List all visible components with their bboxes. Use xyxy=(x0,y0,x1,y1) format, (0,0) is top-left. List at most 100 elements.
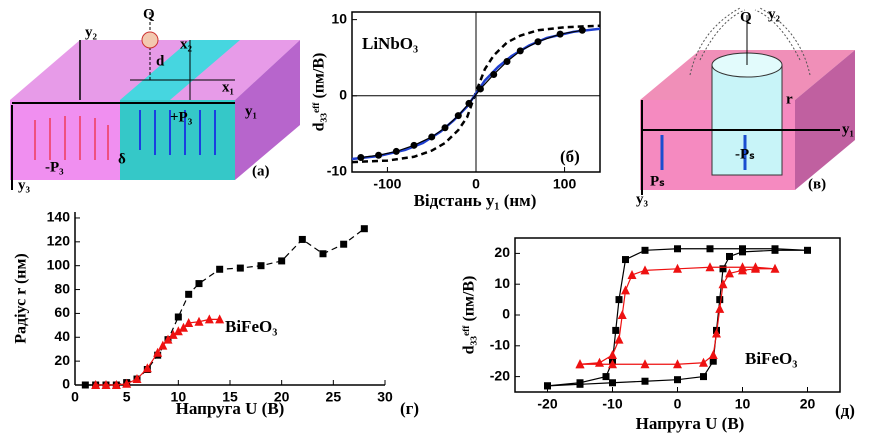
x-tick-label: -100 xyxy=(373,176,401,192)
marker xyxy=(579,27,586,34)
label: δ xyxy=(118,151,126,167)
diagram-v: y₂ Q r y₁ Pₛ -Pₛ y₃ (в) xyxy=(636,6,855,207)
annotation: LiNbO₃ xyxy=(362,34,418,53)
label: x₁ xyxy=(222,79,234,95)
label: y₂ xyxy=(85,24,98,40)
marker xyxy=(726,253,733,260)
marker xyxy=(622,256,629,263)
marker xyxy=(237,265,244,272)
panel-label: (a) xyxy=(252,163,270,179)
marker xyxy=(621,285,630,294)
y-axis-label: Радіус r (нм) xyxy=(13,253,30,344)
marker xyxy=(700,373,707,380)
marker xyxy=(477,85,484,92)
label: r xyxy=(786,91,793,107)
annotation: (б) xyxy=(560,147,580,166)
label: y₃ xyxy=(636,191,649,207)
marker xyxy=(278,257,285,264)
marker xyxy=(577,379,584,386)
x-axis-label: Відстань y₁ (нм) xyxy=(414,191,537,210)
marker xyxy=(719,279,728,288)
marker xyxy=(772,245,779,252)
x-tick-label: 100 xyxy=(553,176,577,192)
marker xyxy=(642,247,649,254)
marker xyxy=(612,327,619,334)
marker xyxy=(642,378,649,385)
y-tick-label: 20 xyxy=(494,244,510,260)
marker xyxy=(609,379,616,386)
marker xyxy=(616,296,623,303)
marker xyxy=(411,142,418,149)
marker xyxy=(674,245,681,252)
x-tick-label: 10 xyxy=(735,396,751,412)
marker xyxy=(595,358,604,367)
label: y₁ xyxy=(842,121,854,137)
label: -P₃ xyxy=(45,159,64,175)
x-axis-label: Напруга U (В) xyxy=(636,414,745,433)
x-axis-label: Напруга U (В) xyxy=(176,399,285,418)
marker xyxy=(428,133,435,140)
marker xyxy=(340,241,347,248)
marker xyxy=(716,296,723,303)
marker xyxy=(615,335,624,344)
figure: y₂ Q x₂ d x₁ y₁ +P₃ -P₃ δ y₃ (a) y₂ Q r … xyxy=(0,0,877,438)
label: y₁ xyxy=(245,103,257,119)
marker xyxy=(517,47,524,54)
x-tick-label: 0 xyxy=(674,396,682,412)
y-tick-label: 20 xyxy=(54,352,70,368)
y-tick-label: 10 xyxy=(331,10,347,26)
marker xyxy=(455,112,462,119)
x-tick-label: 0 xyxy=(472,176,480,192)
y-tick-label: -10 xyxy=(327,163,347,179)
marker xyxy=(535,38,542,45)
label: +P₃ xyxy=(170,109,193,125)
marker xyxy=(320,250,327,257)
marker xyxy=(299,236,306,243)
label: y₂ xyxy=(768,6,781,22)
y-tick-label: -20 xyxy=(490,367,510,383)
marker xyxy=(216,266,223,273)
x-tick-label: 30 xyxy=(377,389,393,405)
x-tick-label: 25 xyxy=(326,389,342,405)
marker xyxy=(258,262,265,269)
y-tick-label: -10 xyxy=(490,337,510,353)
marker xyxy=(715,304,724,313)
marker xyxy=(739,245,746,252)
y-tick-label: 10 xyxy=(494,275,510,291)
annotation: (г) xyxy=(400,399,419,418)
marker xyxy=(709,350,718,359)
annotation: BiFeO₃ xyxy=(745,349,797,368)
x-tick-label: -20 xyxy=(537,396,557,412)
marker xyxy=(82,382,89,389)
marker xyxy=(175,313,182,320)
diagram-a: y₂ Q x₂ d x₁ y₁ +P₃ -P₃ δ y₃ (a) xyxy=(10,6,300,193)
y-axis-label: d₃₃ᵉᶠᶠ (пм/В) xyxy=(461,276,478,355)
label: -Pₛ xyxy=(735,146,755,162)
label: Q xyxy=(740,9,752,25)
marker xyxy=(504,58,511,65)
y-tick-label: 40 xyxy=(54,328,70,344)
x-tick-label: -10 xyxy=(602,396,622,412)
marker xyxy=(393,148,400,155)
y-tick-label: 120 xyxy=(47,233,71,249)
y-tick-label: 100 xyxy=(47,256,71,272)
page: y₂ Q x₂ d x₁ y₁ +P₃ -P₃ δ y₃ (a) y₂ Q r … xyxy=(0,0,877,438)
marker xyxy=(608,350,617,359)
y-tick-label: 80 xyxy=(54,280,70,296)
y-tick-label: 60 xyxy=(54,304,70,320)
label: x₂ xyxy=(180,36,193,52)
y-tick-label: 0 xyxy=(502,306,510,322)
annotation: (д) xyxy=(835,401,855,420)
annotation: BiFeO₃ xyxy=(225,317,277,336)
marker xyxy=(699,358,708,367)
label: d xyxy=(156,53,165,69)
marker xyxy=(603,373,610,380)
marker xyxy=(720,265,727,272)
panel-label: (в) xyxy=(808,176,826,192)
probe xyxy=(142,32,158,48)
marker xyxy=(804,247,811,254)
marker xyxy=(196,280,203,287)
marker xyxy=(618,310,627,319)
marker xyxy=(544,382,551,389)
y-axis-label: d₃₃ᵉᶠᶠ (пм/В) xyxy=(311,53,328,132)
